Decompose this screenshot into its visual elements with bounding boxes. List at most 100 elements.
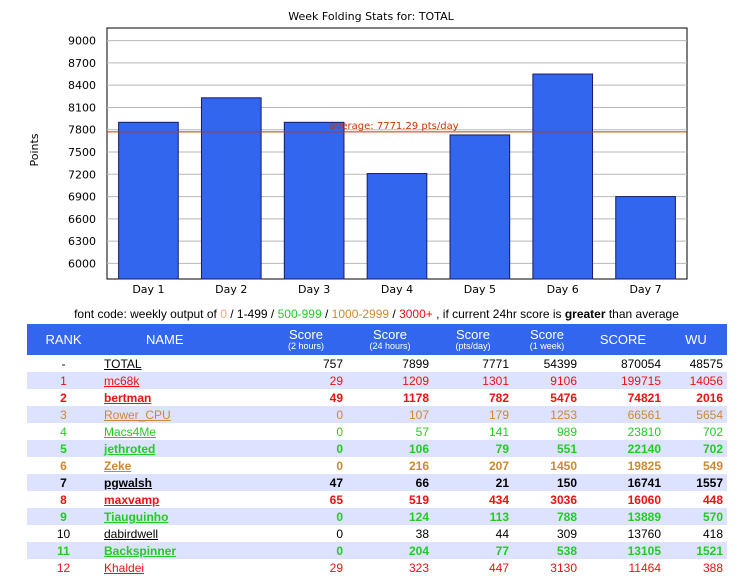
legend-tier-4: 3000+ [399,307,433,321]
value-cell-score: 74821 [627,390,661,405]
bar-day-7 [615,196,676,280]
member-name-link[interactable]: Tiauguinho [104,509,169,524]
legend-prefix: font code: weekly output of [74,307,221,321]
value-cell-s24h: 323 [408,560,429,575]
y-tick-label: 6300 [68,235,96,248]
value-cell-s1w: 150 [556,475,577,490]
name-cell: Tiauguinho [100,508,265,525]
y-tick-label: 7500 [68,146,96,159]
value-cell-score: 66561 [627,407,661,422]
value-cell-wu: 1521 [696,543,723,558]
header-score-2h: Score (2 hours) [287,327,324,351]
bar-day-6 [532,73,594,280]
value-cell-score: 16060 [627,492,661,507]
value-cell-s1w: 1253 [550,407,577,422]
value-cell-s1w: 1450 [550,458,577,473]
table-row: - TOTAL 757 7899 7771 54399 870054 48575 [27,355,727,372]
y-tick-label: 8100 [68,101,96,114]
legend-suffix: than average [605,307,679,321]
y-tick-label: 6600 [68,213,96,226]
value-cell-s1w: 538 [556,543,577,558]
value-cell-s24h: 1209 [402,373,429,388]
member-name-link[interactable]: bertman [104,390,152,405]
legend-mid: , if current 24hr score is [432,307,565,321]
member-name-link[interactable]: TOTAL [104,356,142,371]
member-name-link[interactable]: maxvamp [104,492,160,507]
header-score-ppd: Score (pts/day) [455,327,491,351]
value-cell-score: 11464 [628,560,661,575]
name-cell: Rower_CPU [100,406,265,423]
value-cell-spd: 141 [488,424,509,439]
member-name-link[interactable]: Macs4Me [104,424,157,439]
member-name-link[interactable]: Khaldei [104,560,145,575]
value-cell-s1w: 3036 [550,492,577,507]
member-name-link[interactable]: Zeke [104,458,132,473]
value-cell-wu: 48575 [689,356,723,371]
name-cell: pgwalsh [100,474,265,491]
table-row: 12 Khaldei 29 323 447 3130 11464 388 [27,559,727,576]
table-row: 10 dabirdwell 0 38 44 309 13760 418 [27,525,727,542]
font-code-legend: font code: weekly output of 0 / 1-499 / … [0,307,753,321]
table-row: 1 mc68k 29 1209 1301 9106 199715 14056 [27,372,727,389]
rank-cell: 2 [60,390,67,405]
y-tick-labels: 6000 6300 6600 6900 7200 7500 7800 8100 8400 8700… [68,35,96,271]
rank-cell: 1 [60,373,67,388]
rank-cell: 8 [60,492,67,507]
table-row: 3 Rower_CPU 0 107 179 1253 66561 5654 [27,406,727,423]
value-cell-spd: 1301 [482,373,509,388]
table-row: 11 Backspinner 0 204 77 538 13105 1521 [27,542,727,559]
member-name-link[interactable]: jethroted [104,441,156,456]
name-cell: bertman [100,389,265,406]
value-cell-s2h: 65 [329,492,343,507]
x-tick-label: Day 7 [629,283,661,296]
bars [118,73,676,280]
x-tick-label: Day 4 [381,283,413,296]
member-name-link[interactable]: Backspinner [104,543,177,558]
value-cell-wu: 448 [702,492,723,507]
value-cell-s24h: 57 [415,424,429,439]
legend-tier-0: 0 [220,307,227,321]
table-row: 6 Zeke 0 216 207 1450 19825 549 [27,457,727,474]
table-row: 9 Tiauguinho 0 124 113 788 13889 570 [27,508,727,525]
name-cell: Macs4Me [100,423,265,440]
value-cell-score: 23810 [627,424,661,439]
rank-cell: 6 [60,458,67,473]
table-row: 7 pgwalsh 47 66 21 150 16741 1557 [27,474,727,491]
value-cell-s1w: 5476 [550,390,577,405]
member-name-link[interactable]: mc68k [104,373,140,388]
rank-cell: 10 [56,526,71,541]
member-name-link[interactable]: Rower_CPU [104,407,171,422]
name-cell: TOTAL [100,355,265,372]
value-cell-wu: 1557 [696,475,723,490]
member-name-link[interactable]: dabirdwell [104,526,159,541]
value-cell-score: 870054 [620,356,661,371]
rank-cell: 4 [60,424,67,439]
bar-day-2 [200,97,262,280]
header-wu: WU [685,332,707,347]
header-score-total: SCORE [599,332,647,347]
value-cell-s1w: 3130 [550,560,577,575]
header-name: NAME [146,332,184,347]
value-cell-score: 22140 [627,441,661,456]
value-cell-s1w: 551 [556,441,577,456]
header-score-1w: Score (1 week) [529,327,565,351]
value-cell-s24h: 38 [415,526,429,541]
value-cell-score: 13760 [627,526,661,541]
legend-separator: / [321,307,332,321]
y-tick-label: 9000 [68,35,96,48]
value-cell-s2h: 0 [336,543,343,558]
bar-day-5 [449,134,511,280]
value-cell-spd: 179 [488,407,509,422]
value-cell-s1w: 309 [556,526,577,541]
name-cell: Backspinner [100,542,265,559]
value-cell-score: 16741 [627,475,661,490]
legend-separator: / [389,307,400,321]
rank-cell: 3 [60,407,67,422]
bar-day-1 [118,121,179,280]
value-cell-s2h: 0 [336,407,343,422]
member-name-link[interactable]: pgwalsh [104,475,153,490]
value-cell-s2h: 0 [336,509,343,524]
value-cell-s1w: 788 [556,509,577,524]
value-cell-s24h: 204 [408,543,429,558]
x-tick-label: Day 1 [132,283,164,296]
